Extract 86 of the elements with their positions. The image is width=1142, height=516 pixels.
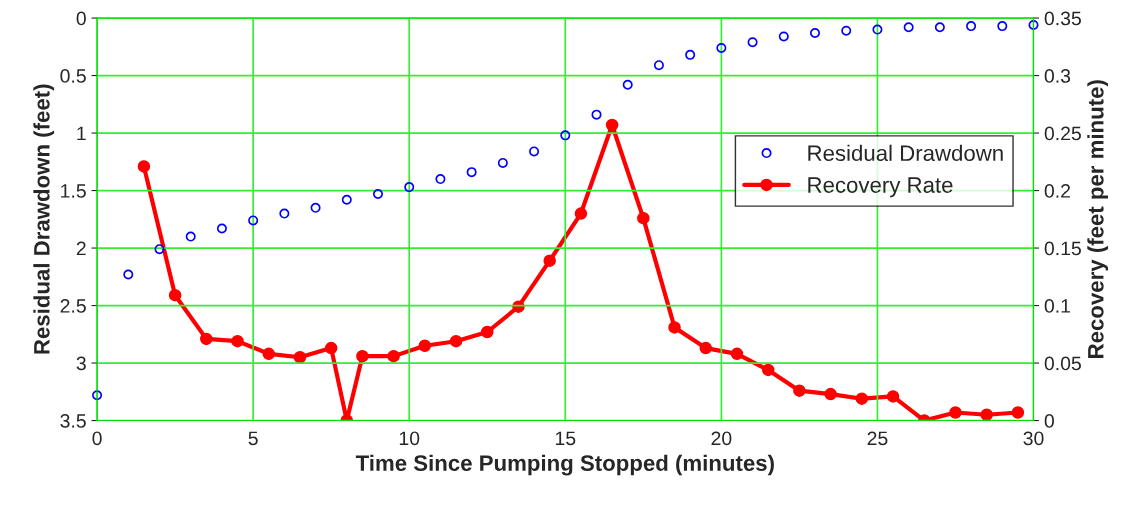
y-tick-label: 0 xyxy=(76,11,86,26)
y-tick-label: 1.5 xyxy=(61,184,86,198)
point xyxy=(622,79,633,90)
point xyxy=(137,160,151,173)
point xyxy=(574,207,588,220)
y-tick-label: 2.5 xyxy=(60,299,86,313)
y2-axis-title: Recovery (feet per minute) xyxy=(1087,80,1109,358)
point xyxy=(293,351,307,364)
point xyxy=(356,349,369,363)
point xyxy=(123,269,134,280)
point xyxy=(716,42,727,53)
point xyxy=(231,334,244,348)
y2-tick-label: 0.05 xyxy=(1044,356,1081,371)
point xyxy=(761,363,775,377)
y-tick-label: 3 xyxy=(76,356,86,371)
point xyxy=(668,321,681,334)
point xyxy=(341,194,352,205)
y2-tick-label: 0 xyxy=(1044,414,1054,428)
x-tick-label: 5 xyxy=(248,431,258,446)
point xyxy=(855,392,869,405)
point xyxy=(372,188,384,200)
point xyxy=(810,28,821,39)
point xyxy=(934,22,945,33)
point xyxy=(747,37,758,48)
y2-tick-label: 0.35 xyxy=(1044,11,1081,26)
x-tick-label: 10 xyxy=(399,431,420,446)
point xyxy=(824,387,837,401)
point xyxy=(466,167,477,178)
point xyxy=(872,24,883,35)
point xyxy=(435,174,446,185)
point xyxy=(949,406,962,419)
x-tick-label: 0 xyxy=(92,431,102,446)
point xyxy=(1028,19,1039,30)
point xyxy=(262,347,276,361)
point xyxy=(310,202,321,213)
point xyxy=(778,31,789,42)
x-tick-label: 15 xyxy=(555,431,576,446)
point xyxy=(497,157,508,168)
point xyxy=(279,208,290,219)
point xyxy=(449,334,463,348)
point xyxy=(481,325,494,339)
point xyxy=(653,60,664,71)
point xyxy=(605,118,619,132)
legend-label: Residual Drawdown xyxy=(808,144,1003,162)
x-axis-title: Time Since Pumping Stopped (minutes) xyxy=(355,454,774,476)
point xyxy=(324,341,338,355)
point xyxy=(168,288,182,302)
point xyxy=(543,254,556,267)
point xyxy=(216,223,227,234)
y2-tick-label: 0.3 xyxy=(1044,69,1071,83)
y-tick-label: 0.5 xyxy=(60,69,86,83)
point xyxy=(685,49,696,60)
point xyxy=(886,390,900,403)
x-tick-label: 30 xyxy=(1023,431,1044,446)
point xyxy=(793,384,806,397)
legend-label: Recovery Rate xyxy=(808,177,953,198)
point xyxy=(154,244,165,255)
x-tick-label: 20 xyxy=(711,431,732,446)
point xyxy=(248,215,259,226)
y-tick-label: 1 xyxy=(77,126,86,141)
y2-tick-label: 0.25 xyxy=(1044,126,1081,141)
point xyxy=(730,347,744,361)
point xyxy=(560,130,571,141)
point xyxy=(529,146,540,157)
point xyxy=(404,182,415,193)
point xyxy=(1011,406,1025,419)
point xyxy=(980,408,993,421)
point xyxy=(200,332,213,346)
point xyxy=(841,25,852,36)
point xyxy=(903,22,914,33)
point xyxy=(637,211,650,225)
point xyxy=(966,21,977,32)
point xyxy=(92,390,103,401)
y2-tick-label: 0.15 xyxy=(1044,241,1081,256)
point xyxy=(185,231,196,242)
point xyxy=(387,349,400,363)
point xyxy=(997,21,1008,32)
y2-tick-label: 0.1 xyxy=(1044,299,1071,313)
x-tick-label: 25 xyxy=(867,431,888,446)
y-axis-title: Residual Drawdown (feet) xyxy=(33,84,55,354)
y-tick-label: 3.5 xyxy=(60,414,86,428)
point xyxy=(418,339,432,353)
point xyxy=(699,341,713,355)
point xyxy=(591,109,602,120)
y-tick-label: 2 xyxy=(76,241,86,256)
y2-tick-label: 0.2 xyxy=(1044,184,1070,198)
